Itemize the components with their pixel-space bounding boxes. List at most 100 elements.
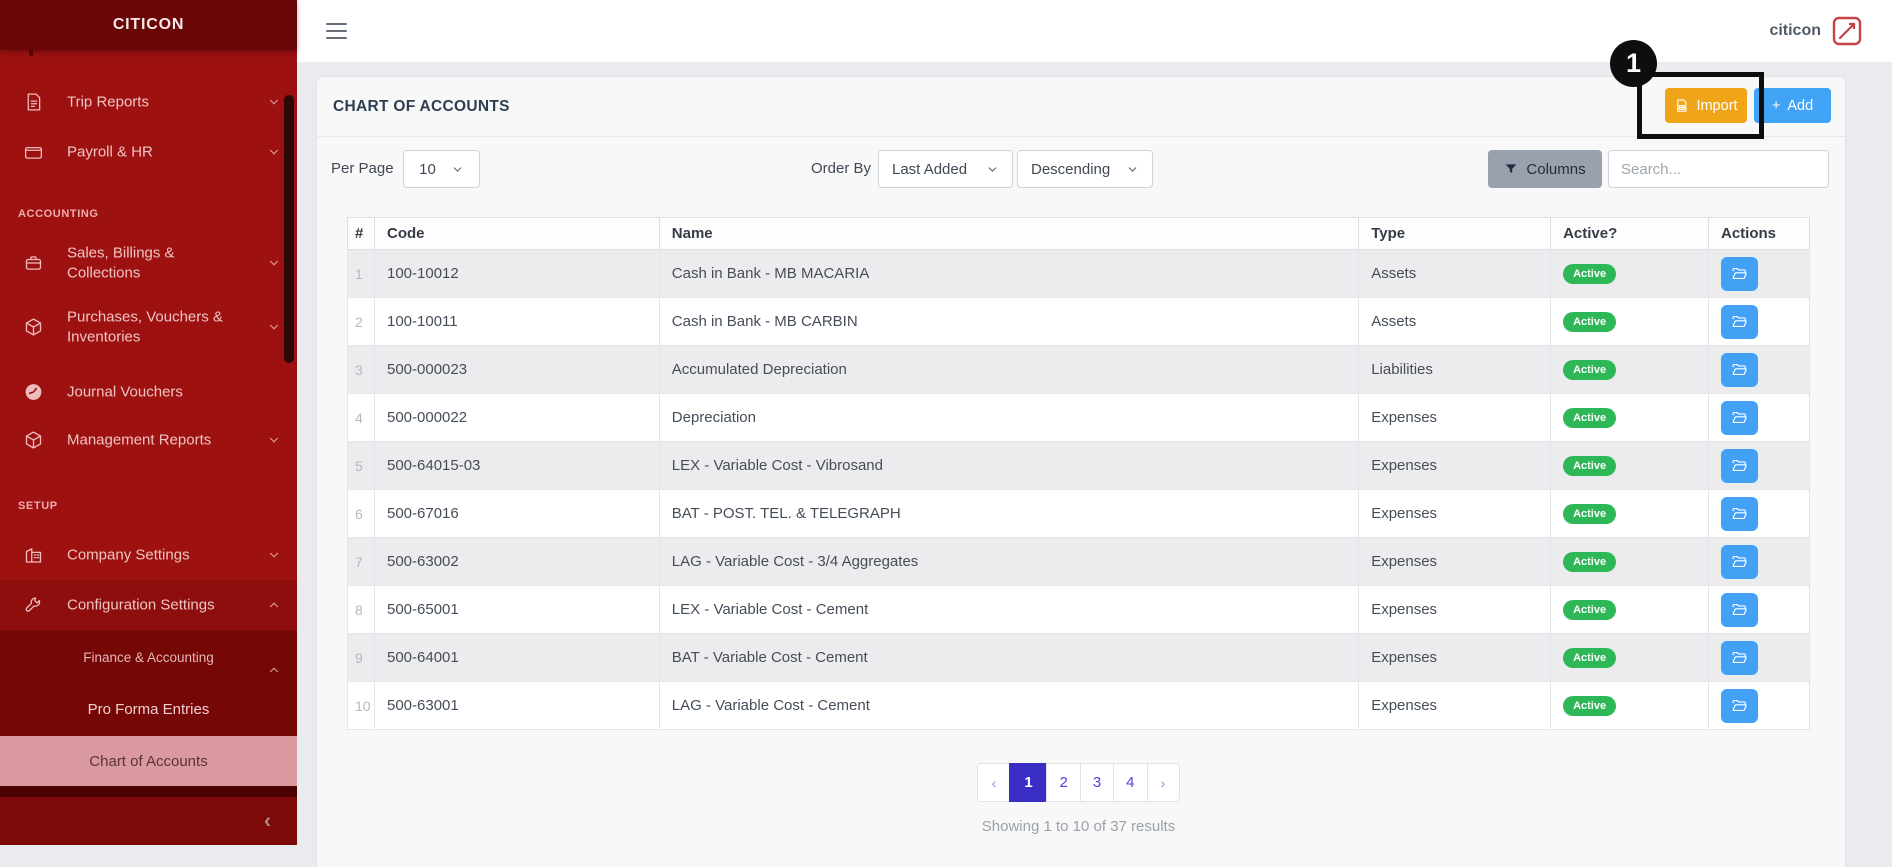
cell-type: Assets <box>1358 249 1552 298</box>
col-header-type: Type <box>1358 217 1552 250</box>
status-badge: Active <box>1563 599 1617 620</box>
table-row: 2 100-10011 Cash in Bank - MB CARBIN Ass… <box>347 297 1811 346</box>
menu-toggle-icon[interactable] <box>326 23 347 44</box>
cell-code: 500-64001 <box>373 633 660 682</box>
chevron-up-icon <box>267 651 281 673</box>
col-header-num: # <box>347 217 375 250</box>
cell-code: 100-10011 <box>373 297 660 346</box>
chevron-down-icon <box>453 166 462 172</box>
order-field-select[interactable]: Last Added <box>878 150 1013 188</box>
chevron-down-icon <box>267 433 281 447</box>
submenu-label: Finance & Accounting <box>83 650 214 665</box>
cell-type: Expenses <box>1358 441 1552 490</box>
brand-text: citicon <box>1769 22 1821 39</box>
pagination-page-4[interactable]: 4 <box>1113 763 1148 802</box>
results-summary: Showing 1 to 10 of 37 results <box>981 818 1176 835</box>
sidebar-item-company-settings[interactable]: Company Settings <box>0 533 297 577</box>
briefcase-icon <box>23 253 44 274</box>
import-button[interactable]: Import <box>1665 88 1747 123</box>
open-record-button[interactable] <box>1720 688 1758 723</box>
row-num: 1 <box>347 249 375 298</box>
cell-name: Accumulated Depreciation <box>658 345 1360 394</box>
row-num: 5 <box>347 441 375 490</box>
per-page-value: 10 <box>419 160 436 178</box>
sidebar-item-label: Trip Reports <box>67 93 149 111</box>
wallet-icon <box>23 142 44 163</box>
pagination-page-1[interactable]: 1 <box>1009 763 1048 802</box>
accounts-table: # Code Name Type Active? Actions 1 100-1… <box>347 217 1811 730</box>
folder-open-icon <box>1732 315 1747 328</box>
open-record-button[interactable] <box>1720 544 1758 579</box>
chevron-down-icon <box>267 256 281 270</box>
per-page-select[interactable]: 10 <box>403 150 480 188</box>
folder-open-icon <box>1732 411 1747 424</box>
pagination-page-3[interactable]: 3 <box>1079 763 1115 802</box>
cell-code: 500-000022 <box>373 393 660 442</box>
table-row: 6 500-67016 BAT - POST. TEL. & TELEGRAPH… <box>347 489 1811 538</box>
row-num: 2 <box>347 297 375 346</box>
sidebar-item-sales-billings-collections[interactable]: Sales, Billings & Collections <box>0 241 297 285</box>
collapse-sidebar-icon[interactable]: ‹ <box>264 809 271 833</box>
folder-open-icon <box>1732 699 1747 712</box>
per-page-label: Per Page <box>331 160 394 177</box>
sidebar-divider <box>0 786 297 797</box>
add-label: Add <box>1787 97 1814 114</box>
cell-name: LAG - Variable Cost - Cement <box>658 681 1360 730</box>
open-record-button[interactable] <box>1720 400 1758 435</box>
search-input[interactable] <box>1608 150 1829 188</box>
pagination-page-2[interactable]: 2 <box>1046 763 1081 802</box>
cell-name: Cash in Bank - MB MACARIA <box>658 249 1360 298</box>
sidebar-scrollbar[interactable] <box>284 95 294 363</box>
cube-icon <box>23 317 44 338</box>
table-row: 5 500-64015-03 LEX - Variable Cost - Vib… <box>347 441 1811 490</box>
wrench-icon <box>23 595 44 616</box>
status-badge: Active <box>1563 311 1617 332</box>
submenu-item-pro-forma-entries[interactable]: Pro Forma Entries <box>0 688 297 732</box>
import-label: Import <box>1696 97 1738 114</box>
open-record-button[interactable] <box>1720 304 1758 339</box>
sidebar-submenu-finance-accounting: Finance & Accounting Pro Forma Entries C… <box>0 630 297 786</box>
cell-code: 500-63002 <box>373 537 660 586</box>
status-badge: Active <box>1563 503 1617 524</box>
cube-icon <box>23 430 44 451</box>
sidebar-footer: ‹ <box>0 797 297 845</box>
open-record-button[interactable] <box>1720 352 1758 387</box>
sidebar-item-label: Management Reports <box>67 431 212 449</box>
open-record-button[interactable] <box>1720 592 1758 627</box>
cell-code: 500-65001 <box>373 585 660 634</box>
open-record-button[interactable] <box>1720 640 1758 675</box>
sidebar-item-purchases-vouchers-inventories[interactable]: Purchases, Vouchers & Inventories <box>0 303 297 351</box>
cell-type: Expenses <box>1358 393 1552 442</box>
sidebar-item-trip-reports[interactable]: Trip Reports <box>0 80 297 124</box>
page-title: CHART OF ACCOUNTS <box>333 98 510 115</box>
sidebar-item-payroll-hr[interactable]: Payroll & HR <box>0 130 297 174</box>
sidebar-item-label: Payroll & HR <box>67 143 153 161</box>
submenu-item-chart-of-accounts-active[interactable]: Chart of Accounts <box>0 736 297 786</box>
col-header-name: Name <box>658 217 1360 250</box>
citicon-logo-icon <box>1832 16 1862 46</box>
order-field-value: Last Added <box>892 160 968 178</box>
columns-label: Columns <box>1526 160 1586 178</box>
add-button[interactable]: + Add <box>1754 88 1831 123</box>
gauge-icon <box>23 382 44 403</box>
folder-open-icon <box>1732 651 1747 664</box>
status-badge: Active <box>1563 647 1617 668</box>
open-record-button[interactable] <box>1720 448 1758 483</box>
sidebar-item-management-reports[interactable]: Management Reports <box>0 418 297 462</box>
order-direction-select[interactable]: Descending <box>1017 150 1153 188</box>
columns-button[interactable]: Columns <box>1488 150 1602 188</box>
submenu-item-finance-accounting[interactable]: Finance & Accounting <box>0 636 297 680</box>
row-num: 9 <box>347 633 375 682</box>
sidebar-item-journal-vouchers[interactable]: Journal Vouchers <box>0 370 297 414</box>
pagination-next[interactable]: › <box>1146 763 1180 802</box>
cell-name: LEX - Variable Cost - Cement <box>658 585 1360 634</box>
filter-funnel-icon <box>1506 164 1517 174</box>
status-badge: Active <box>1563 359 1617 380</box>
col-header-active: Active? <box>1550 217 1709 250</box>
status-badge: Active <box>1563 551 1617 572</box>
sidebar-item-configuration-settings[interactable]: Configuration Settings <box>0 580 297 630</box>
pagination-prev[interactable]: ‹ <box>977 763 1011 802</box>
open-record-button[interactable] <box>1720 256 1758 291</box>
open-record-button[interactable] <box>1720 496 1758 531</box>
chevron-down-icon <box>267 320 281 334</box>
